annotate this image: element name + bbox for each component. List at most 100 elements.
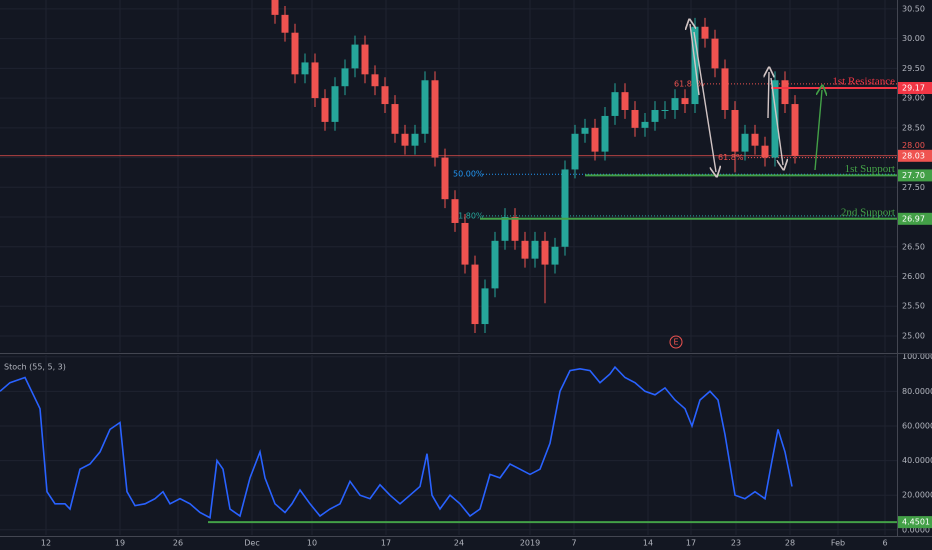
x-tick-label: 14 xyxy=(643,539,653,548)
candle-body xyxy=(611,92,619,116)
arrow xyxy=(693,31,716,172)
level-box xyxy=(898,82,932,94)
candle-body xyxy=(601,115,609,152)
support-box xyxy=(898,516,932,529)
indicator-title: Stoch (55, 5, 3) xyxy=(4,363,66,372)
candle-body xyxy=(311,62,319,99)
candle-body xyxy=(271,0,279,15)
candle-body xyxy=(771,80,779,158)
x-tick-label: 19 xyxy=(115,539,125,548)
candle-body xyxy=(441,157,449,200)
candle-body xyxy=(491,240,499,289)
stoch-line xyxy=(0,365,793,519)
x-tick-label: 7 xyxy=(571,539,576,548)
candle-body xyxy=(281,14,289,33)
candle-body xyxy=(651,110,659,122)
y-tick-label: 0.0000 xyxy=(902,525,930,534)
candle-body xyxy=(411,133,419,146)
candle-body xyxy=(561,169,569,247)
y-tick-label: 40.0000 xyxy=(902,456,932,465)
y-tick-label: 28.50 xyxy=(902,123,925,132)
x-tick-label: 26 xyxy=(173,539,183,548)
x-tick-label: 23 xyxy=(731,539,741,548)
level-name: 1st Resistance xyxy=(832,76,895,88)
level-name: 2nd Support xyxy=(841,206,895,218)
candle-body xyxy=(631,110,639,128)
last-price-box xyxy=(898,149,932,162)
y-tick-label: 29.50 xyxy=(902,64,925,73)
x-tick-label: 10 xyxy=(307,539,317,548)
y-tick-label: 26.50 xyxy=(902,242,925,251)
level-box xyxy=(898,212,932,225)
candle-body xyxy=(431,80,439,158)
event-marker xyxy=(669,335,683,349)
arrow xyxy=(814,90,822,171)
candle-body xyxy=(791,104,799,156)
event-label: E xyxy=(673,338,678,347)
y-tick-label: 27.50 xyxy=(902,183,925,192)
x-tick-label: 17 xyxy=(381,539,391,548)
candle-body xyxy=(361,44,369,75)
candle-body xyxy=(501,217,509,241)
y-tick-label: 30.50 xyxy=(902,4,925,13)
x-tick-label: 24 xyxy=(454,539,464,548)
last-price-label: 28.03 xyxy=(902,151,925,160)
candle-body xyxy=(551,246,559,265)
candle-body xyxy=(531,240,539,259)
y-tick-label: 20.0000 xyxy=(902,491,932,500)
candle-body xyxy=(781,80,789,105)
x-tick-label: 12 xyxy=(41,539,51,548)
candle-body xyxy=(751,133,759,146)
x-tick-label: 2019 xyxy=(520,539,540,548)
level-label: 29.17 xyxy=(902,84,925,93)
candle-body xyxy=(711,38,719,69)
candle-body xyxy=(591,127,599,152)
candle-body xyxy=(671,98,679,110)
y-tick-label: 25.00 xyxy=(902,331,925,340)
fib-label: 61.80% xyxy=(453,211,484,220)
y-tick-label: 29.00 xyxy=(902,94,925,103)
fib-label: 50.00% xyxy=(453,170,484,179)
candle-body xyxy=(481,288,489,325)
x-tick-label: Dec xyxy=(244,539,259,548)
y-tick-label: 60.0000 xyxy=(902,421,932,430)
support-label: 4.4501 xyxy=(902,518,930,527)
candle-body xyxy=(731,110,739,152)
y-tick-label: 25.50 xyxy=(902,302,925,311)
candle-body xyxy=(521,240,529,259)
candle-body xyxy=(621,92,629,110)
candle-body xyxy=(761,145,769,158)
candle-body xyxy=(301,62,309,75)
candle-body xyxy=(661,110,669,111)
candle-body xyxy=(571,133,579,170)
level-label: 26.97 xyxy=(902,214,925,223)
candle-body xyxy=(451,199,459,223)
candle-body xyxy=(331,86,339,122)
level-label: 27.70 xyxy=(902,171,925,180)
fib-axis-label: 28.00 xyxy=(902,141,925,150)
arrow xyxy=(690,24,700,96)
x-tick-label: 28 xyxy=(785,539,795,548)
candle-body xyxy=(541,240,549,265)
candle-body xyxy=(461,222,469,265)
candle-body xyxy=(581,127,589,134)
x-tick-label: 6 xyxy=(882,539,887,548)
candle-body xyxy=(741,133,749,152)
candle-body xyxy=(511,217,519,241)
level-box xyxy=(898,169,932,182)
y-tick-label: 26.00 xyxy=(902,272,925,281)
candle-body xyxy=(291,32,299,75)
arrow xyxy=(768,72,769,119)
arrow xyxy=(770,77,783,165)
candle-body xyxy=(391,104,399,134)
candle-body xyxy=(321,98,329,122)
fib-label: 61.80% xyxy=(674,79,705,88)
candle-body xyxy=(421,80,429,134)
candle-body xyxy=(471,264,479,325)
candle-body xyxy=(681,98,689,105)
candle-body xyxy=(341,68,349,87)
candle-body xyxy=(351,44,359,69)
candle-body xyxy=(721,68,729,110)
